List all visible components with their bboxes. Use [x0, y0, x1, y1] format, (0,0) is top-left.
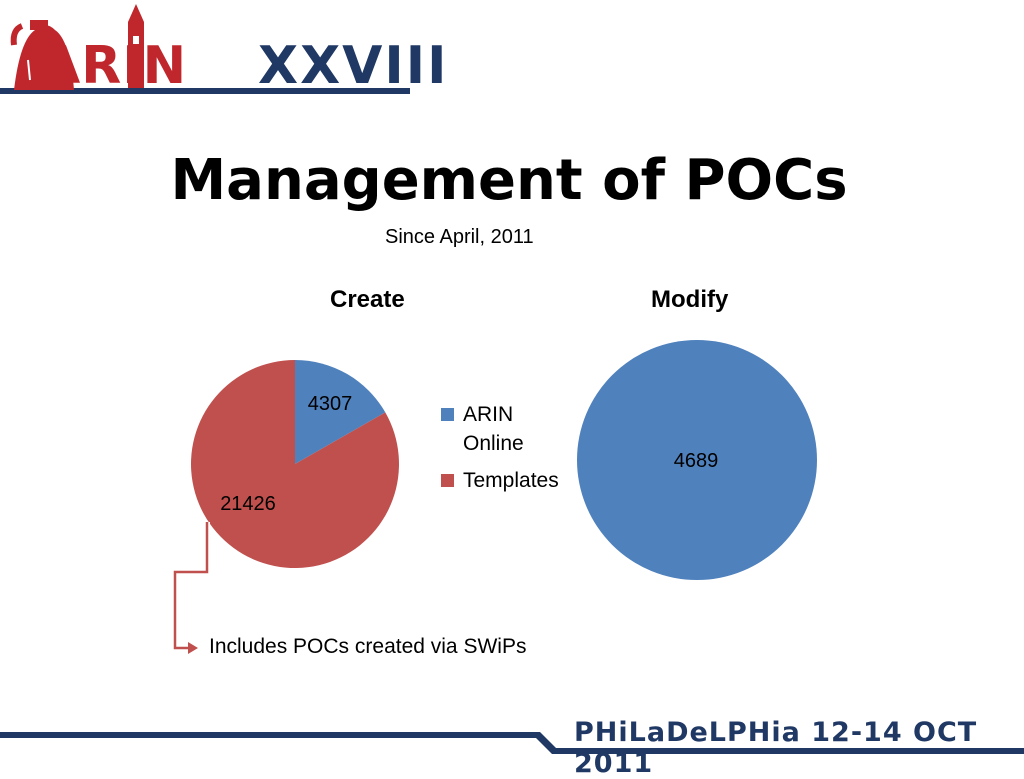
logo-text-number: XXVIII — [258, 36, 449, 96]
create-chart-title: Create — [330, 286, 405, 313]
modify-pie-chart: 4689 — [577, 340, 817, 580]
legend-item-templates: Templates — [441, 466, 581, 495]
create-chart-legend: ARIN Online Templates — [441, 400, 581, 503]
legend-item-arin-online: ARIN Online — [441, 400, 581, 458]
footer-bar — [0, 732, 1024, 754]
arin-logo — [0, 0, 420, 100]
modify-chart-title: Modify — [651, 286, 729, 313]
page-subtitle: Since April, 2011 — [385, 226, 534, 248]
pie-slice-templates — [191, 360, 400, 569]
pie-slice-arin-online — [577, 340, 817, 580]
footer-event-text: PHiLaDeLPHia 12-14 OCT 2011 — [574, 717, 978, 779]
data-label: 21426 — [220, 493, 276, 515]
legend-swatch-arin-online — [441, 408, 454, 421]
arrow-head-icon — [188, 642, 198, 654]
legend-swatch-templates — [441, 474, 454, 487]
legend-label: ARIN Online — [463, 403, 524, 455]
logo-text-arin: ARIN — [40, 36, 188, 96]
page-title: Management of POCs — [170, 148, 848, 213]
data-label: 4307 — [308, 393, 353, 415]
data-label: 4689 — [674, 450, 719, 472]
legend-label: Templates — [463, 469, 559, 492]
callout-note: Includes POCs created via SWiPs — [209, 635, 527, 658]
liberty-bell-icon — [0, 4, 410, 94]
create-pie-chart: 4307 21426 — [191, 360, 400, 569]
pie-slice-arin-online — [295, 360, 386, 464]
callout-arrow — [172, 522, 210, 654]
